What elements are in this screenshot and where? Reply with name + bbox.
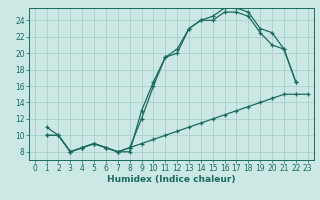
X-axis label: Humidex (Indice chaleur): Humidex (Indice chaleur): [107, 175, 236, 184]
